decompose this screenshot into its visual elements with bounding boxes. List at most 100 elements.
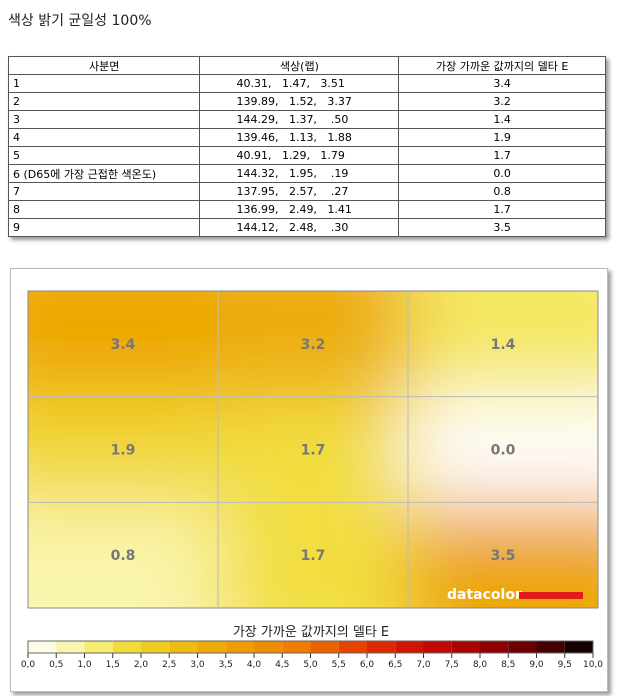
table-cell: 139.89, 1.52, 3.37	[199, 92, 400, 111]
colorbar-segment	[197, 641, 226, 653]
colorbar-tick-label: 2,0	[134, 660, 149, 670]
colorbar-tick-label: 5,5	[332, 660, 346, 670]
colorbar-segment	[169, 641, 198, 653]
column-header: 사분면	[7, 56, 201, 75]
colorbar-tick-label: 6,5	[388, 660, 402, 670]
colorbar-tick-label: 7,5	[445, 660, 459, 670]
colorbar-title: 가장 가까운 값까지의 델타 E	[233, 625, 389, 640]
table-cell: 40.31, 1.47, 3.51	[199, 74, 400, 93]
colorbar-segment	[28, 641, 57, 653]
table-row: 3 144.29, 1.37, .50 1.4	[7, 110, 606, 129]
colorbar-tick-label: 3,5	[219, 660, 233, 670]
table-cell: 8	[7, 200, 201, 219]
heat-cell	[218, 396, 408, 503]
logo-bar	[519, 592, 583, 599]
colorbar-tick-label: 3,0	[190, 660, 205, 670]
heat-cell	[28, 396, 218, 503]
cell-label: 1.7	[301, 548, 326, 564]
table-cell: 9	[7, 218, 201, 237]
colorbar-tick-label: 8,0	[473, 660, 488, 670]
table-row: 6 (D65에 가장 근접한 색온도) 144.32, 1.95, .19 0.0	[7, 164, 606, 183]
colorbar-segment	[367, 641, 396, 653]
data-table: 사분면 색상(랩) 가장 가까운 값까지의 델타 E 1 40.31, 1.47, 3.…	[7, 56, 606, 237]
table-cell: 40.91, 1.29, 1.79	[199, 146, 400, 165]
table-row: 4 139.46, 1.13, 1.88 1.9	[7, 128, 606, 147]
colorbar-tick-label: 9,0	[529, 660, 544, 670]
colorbar-tick-label: 9,5	[558, 660, 572, 670]
heatmap-panel: 3.4 3.2 1.4 1.9 1.7 0.0 0.8 1.7 3.5 datacolor 가장 …	[10, 268, 608, 692]
colorbar-tick-label: 8,5	[501, 660, 515, 670]
table-row: 2 139.89, 1.52, 3.37 3.2	[7, 92, 606, 111]
table-cell: 1.7	[398, 200, 606, 219]
colorbar-tick-label: 1,0	[77, 660, 92, 670]
colorbar-segment	[84, 641, 113, 653]
colorbar-segment	[56, 641, 85, 653]
table-cell: 137.95, 2.57, .27	[199, 182, 400, 201]
colorbar-segment	[282, 641, 311, 653]
table-cell: 5	[7, 146, 201, 165]
table-cell: 144.32, 1.95, .19	[199, 164, 400, 183]
heatmap: 3.4 3.2 1.4 1.9 1.7 0.0 0.8 1.7 3.5 datacolor 가장 …	[21, 290, 603, 670]
colorbar-tick-label: 7,0	[416, 660, 431, 670]
table-row: 9 144.12, 2.48, .30 3.5	[7, 218, 606, 237]
column-header: 색상(랩)	[199, 56, 400, 75]
colorbar-tick-label: 4,0	[247, 660, 262, 670]
colorbar-segment	[225, 641, 254, 653]
table-cell: 2	[7, 92, 201, 111]
colorbar-segment	[480, 641, 509, 653]
heat-cell	[408, 396, 598, 503]
table-cell: 144.29, 1.37, .50	[199, 110, 400, 129]
table-cell: 3	[7, 110, 201, 129]
colorbar-segment	[338, 641, 367, 653]
colorbar-tick-label: 4,5	[275, 660, 289, 670]
table-cell: 1	[7, 74, 201, 93]
cell-label: 0.8	[111, 548, 136, 564]
colorbar-segment	[310, 641, 339, 653]
colorbar-tick-label: 5,0	[303, 660, 318, 670]
colorbar-tick-label: 1,5	[106, 660, 120, 670]
heat-cell	[408, 291, 598, 397]
cell-label: 0.0	[491, 443, 516, 459]
cell-label: 1.7	[301, 443, 326, 459]
cell-label: 3.5	[491, 548, 516, 564]
colorbar-segment	[112, 641, 141, 653]
table-cell: 1.4	[398, 110, 606, 129]
heat-cell	[28, 502, 218, 608]
table-cell: 144.12, 2.48, .30	[199, 218, 400, 237]
table-row: 1 40.31, 1.47, 3.51 3.4	[7, 74, 606, 93]
table-row: 7 137.95, 2.57, .27 0.8	[7, 182, 606, 201]
table-cell: 3.2	[398, 92, 606, 111]
column-header: 가장 가까운 값까지의 델타 E	[398, 56, 606, 75]
table-cell: 6 (D65에 가장 근접한 색온도)	[7, 164, 201, 183]
colorbar-segment	[508, 641, 537, 653]
logo: datacolor	[447, 587, 522, 603]
table-cell: 4	[7, 128, 201, 147]
heat-cell	[408, 502, 598, 608]
table-row: 8 136.99, 2.49, 1.41 1.7	[7, 200, 606, 219]
colorbar-segment	[451, 641, 480, 653]
heat-cell	[218, 502, 408, 608]
table-cell: 3.4	[398, 74, 606, 93]
table-cell: 1.9	[398, 128, 606, 147]
colorbar-tick-label: 10,0	[583, 660, 603, 670]
cell-label: 3.2	[301, 337, 326, 353]
table-cell: 7	[7, 182, 201, 201]
table-cell: 139.46, 1.13, 1.88	[199, 128, 400, 147]
colorbar-tick-label: 2,5	[162, 660, 176, 670]
table-cell: 3.5	[398, 218, 606, 237]
cell-label: 3.4	[111, 337, 136, 353]
plot-border	[27, 290, 599, 609]
heat-cell	[218, 291, 408, 397]
colorbar-segment	[536, 641, 565, 653]
table-cell: 0.0	[398, 164, 606, 183]
table-row: 5 40.91, 1.29, 1.79 1.7	[7, 146, 606, 165]
colorbar-segment	[395, 641, 424, 653]
table-cell: 136.99, 2.49, 1.41	[199, 200, 400, 219]
colorbar-tick-label: 0,5	[49, 660, 63, 670]
table-cell: 1.7	[398, 146, 606, 165]
table-cell: 0.8	[398, 182, 606, 201]
colorbar-border	[27, 640, 594, 654]
colorbar-segment	[254, 641, 283, 653]
colorbar-tick-label: 6,0	[360, 660, 375, 670]
